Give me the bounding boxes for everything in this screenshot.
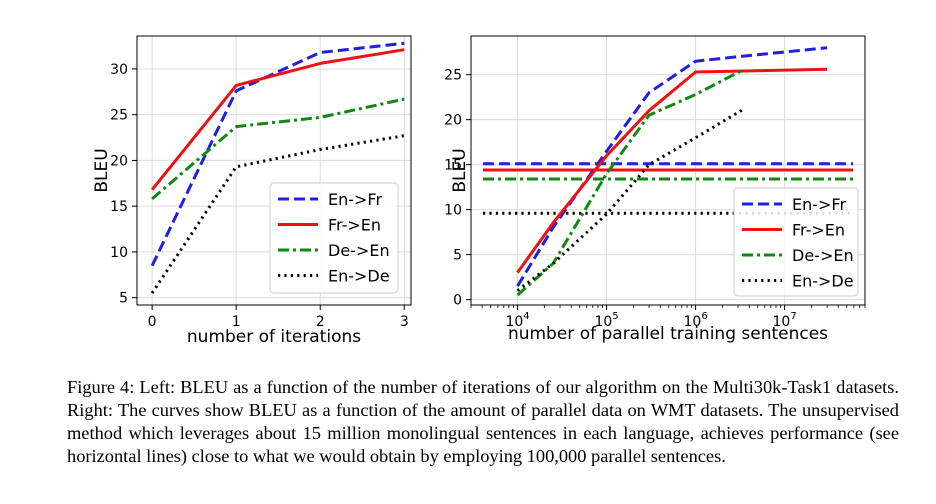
right-x-axis-label: number of parallel training sentences — [508, 324, 828, 344]
left-xtick-label: 3 — [400, 314, 409, 330]
left-ytick-label: 30 — [110, 62, 128, 78]
right-ytick-label: 15 — [444, 158, 462, 174]
right-ytick-label: 20 — [444, 113, 462, 129]
left-chart: 0 1 2 3 5 10 15 20 25 30 number of iterations BLEU E… — [92, 35, 412, 347]
right-legend-label: En->De — [792, 272, 854, 291]
left-legend-label: Fr->En — [328, 216, 381, 235]
right-chart: 104 105 106 107 0 5 10 15 20 25 number of parallel… — [444, 35, 866, 344]
right-plot-frame — [470, 35, 866, 306]
left-x-axis-label: number of iterations — [187, 327, 361, 347]
left-ytick-label: 5 — [119, 291, 128, 307]
left-legend-label: De->En — [328, 241, 390, 260]
left-legend-label: En->Fr — [328, 190, 382, 209]
right-xtick-label: 107 — [773, 311, 797, 330]
left-ytick-label: 25 — [110, 108, 128, 124]
left-ytick-label: 15 — [110, 199, 128, 215]
right-ytick-label: 0 — [453, 293, 462, 309]
right-ytick-label: 5 — [453, 248, 462, 264]
right-legend-label: En->Fr — [792, 195, 846, 214]
right-y-axis-label: BLEU — [450, 148, 470, 192]
right-series-en-to-fr — [516, 46, 828, 287]
left-ytick-label: 20 — [110, 153, 128, 169]
left-y-axis-label: BLEU — [92, 148, 112, 192]
left-series-en-to-fr — [150, 41, 405, 267]
left-legend — [269, 182, 399, 294]
right-xtick-label: 104 — [505, 311, 529, 330]
left-xtick-label: 0 — [148, 314, 157, 330]
right-xtick-label: 106 — [683, 311, 707, 330]
right-legend-label: De->En — [792, 246, 854, 265]
figure-caption: Figure 4: Left: BLEU as a function of th… — [67, 377, 899, 466]
right-legend-label: Fr->En — [792, 221, 845, 240]
right-series-de-to-en — [516, 67, 745, 297]
left-ytick-label: 10 — [110, 245, 128, 261]
left-plot-frame — [136, 35, 412, 306]
left-series-fr-to-en — [150, 48, 405, 191]
right-ytick-label: 10 — [444, 203, 462, 219]
right-legend — [733, 187, 859, 297]
left-xtick-label: 1 — [232, 314, 241, 330]
right-xtick-label: 105 — [594, 311, 618, 330]
left-xtick-label: 2 — [316, 314, 325, 330]
left-legend-label: En->De — [328, 267, 390, 286]
right-ytick-label: 25 — [444, 68, 462, 84]
